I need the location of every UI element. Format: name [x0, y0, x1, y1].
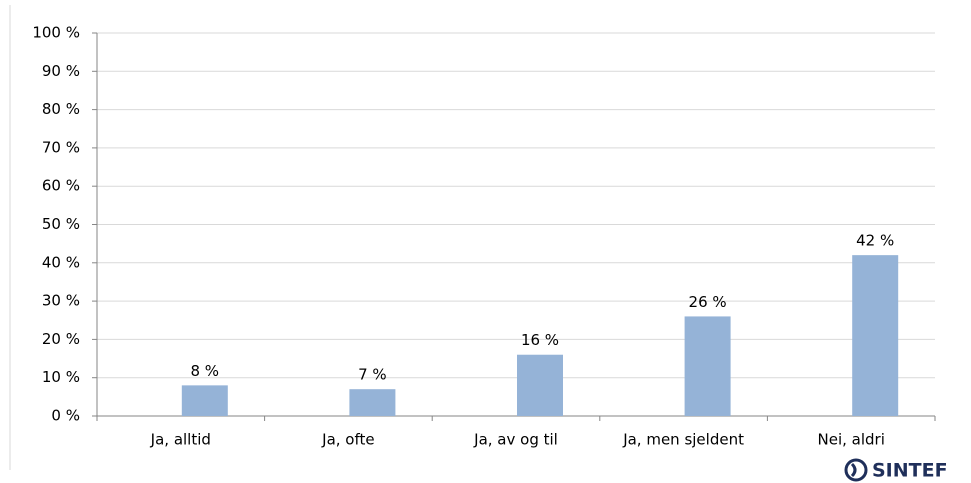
logo: SINTEF [844, 458, 948, 482]
y-tick-label: 100 % [32, 24, 80, 42]
y-tick-label: 60 % [42, 177, 80, 195]
logo-icon [850, 462, 857, 478]
y-tick-label: 70 % [42, 138, 80, 156]
bar [517, 354, 563, 416]
y-tick-label: 10 % [42, 368, 80, 386]
bar [684, 316, 731, 416]
x-tick-label: Ja, ofte [321, 431, 374, 449]
y-tick-label: 90 % [42, 62, 80, 80]
x-tick-label: Ja, alltid [150, 431, 211, 449]
bar [852, 255, 899, 416]
bar [181, 385, 228, 416]
y-tick-label: 0 % [51, 407, 80, 425]
y-tick-label: 50 % [42, 215, 80, 233]
x-tick-label: Ja, av og til [473, 431, 558, 449]
y-tick-label: 80 % [42, 100, 80, 118]
data-label: 26 % [689, 293, 727, 311]
data-label: 7 % [358, 366, 387, 384]
bar [349, 389, 396, 416]
y-tick-label: 40 % [42, 253, 80, 271]
data-label: 8 % [191, 362, 220, 380]
data-label: 16 % [521, 331, 559, 349]
x-tick-label: Ja, men sjeldent [622, 431, 744, 449]
logo-text: SINTEF [872, 460, 948, 482]
logo-icon [844, 458, 868, 482]
y-tick-label: 30 % [42, 292, 80, 310]
data-label: 42 % [856, 232, 894, 250]
y-tick-label: 20 % [42, 330, 80, 348]
x-tick-label: Nei, aldri [818, 431, 885, 449]
